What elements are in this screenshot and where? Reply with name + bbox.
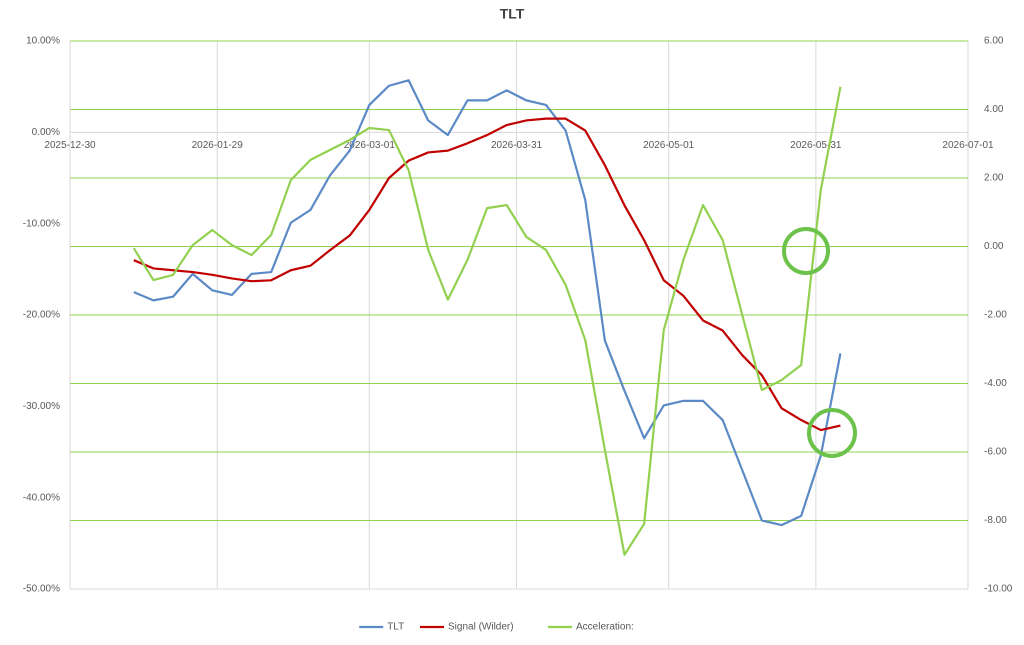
annotation-circle <box>782 227 830 275</box>
x-tick-label: 2026-03-01 <box>344 140 396 151</box>
y-tick-label: -10.00% <box>23 218 60 229</box>
plot-area: 2025-12-30 2026-01-29 2026-03-01 2026-03-31… <box>23 36 1013 633</box>
y2-tick-label: 0.00 <box>984 241 1004 252</box>
y2-tick-label: 2.00 <box>984 173 1004 184</box>
y-tick-label: 0.00% <box>32 127 60 138</box>
legend-label: TLT <box>387 622 404 633</box>
x-tick-label: 2026-03-31 <box>491 140 543 151</box>
y2-tick-label: -8.00 <box>984 515 1007 526</box>
y2-tick-label: 4.00 <box>984 104 1004 115</box>
y2-tick-label: -10.00 <box>984 584 1013 595</box>
y-tick-label: 10.00% <box>26 36 60 47</box>
x-tick-label: 2025-12-30 <box>44 140 96 151</box>
x-tick-label: 2026-07-01 <box>942 140 994 151</box>
y-tick-label: -20.00% <box>23 310 60 321</box>
chart-title: TLT <box>500 6 525 22</box>
legend-label: Acceleration: <box>576 622 634 633</box>
y2-tick-label: 6.00 <box>984 36 1004 47</box>
y-tick-label: -30.00% <box>23 401 60 412</box>
y2-tick-label: -6.00 <box>984 447 1007 458</box>
y-tick-label: -50.00% <box>23 584 60 595</box>
series-line <box>133 79 842 527</box>
series-line <box>132 86 842 556</box>
legend-label: Signal (Wilder) <box>448 622 514 633</box>
x-tick-label: 2026-05-31 <box>790 140 842 151</box>
x-tick-label: 2026-01-29 <box>192 140 244 151</box>
y2-tick-label: -4.00 <box>984 378 1007 389</box>
annotation-circle <box>807 408 857 458</box>
x-tick-label: 2026-05-01 <box>643 140 695 151</box>
y2-tick-label: -2.00 <box>984 310 1007 321</box>
y-tick-label: -40.00% <box>23 492 60 503</box>
series-line <box>133 117 841 432</box>
